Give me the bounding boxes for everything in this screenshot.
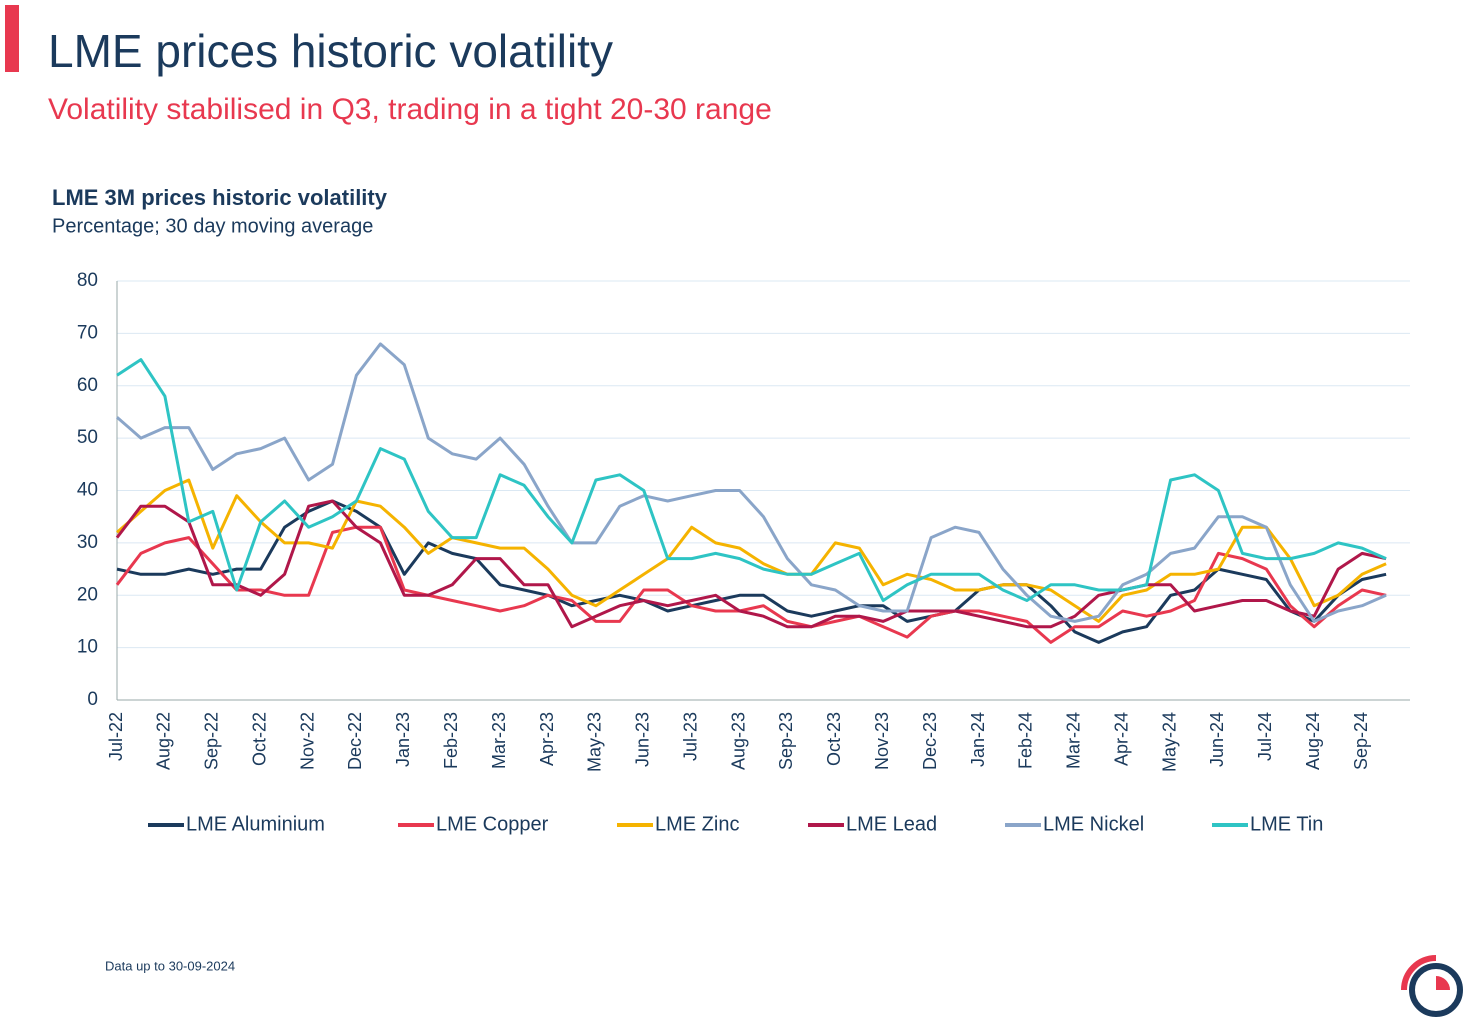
x-tick-label: May-24 [1159,712,1179,772]
series-line [115,499,1387,629]
y-tick-label: 30 [77,532,98,553]
y-tick-label: 0 [87,689,98,710]
series-line [116,342,1387,623]
x-tick-label: Apr-23 [537,712,557,766]
page-title: LME prices historic volatility [48,25,613,77]
y-tick-label: 60 [77,375,98,396]
y-tick-label: 70 [77,322,98,343]
x-tick-label: May-23 [585,712,605,772]
series-line [116,358,1387,602]
y-tick-label: 80 [77,270,98,291]
x-tick-label: Jun-23 [633,712,653,767]
x-tick-label: Jul-23 [680,712,700,761]
legend-label: LME Copper [436,813,549,835]
x-tick-label: Dec-22 [345,712,365,770]
x-tick-label: Jul-22 [106,712,126,761]
x-tick-label: Feb-24 [1016,712,1036,769]
x-tick-label: Sep-23 [776,712,796,770]
x-tick-label: Jan-23 [393,712,413,767]
x-tick-label: Mar-24 [1064,712,1084,769]
x-tick-label: Aug-24 [1303,712,1323,770]
logo [1401,955,1463,1017]
x-tick-label: Mar-23 [489,712,509,769]
x-tick-label: Aug-22 [154,712,174,770]
x-tick-label: Nov-23 [872,712,892,770]
x-tick-label: Nov-22 [297,712,317,770]
series-line [116,499,1387,644]
series-line [115,525,1387,644]
x-tick-label: Jan-24 [968,712,988,767]
chart-title: LME 3M prices historic volatility [52,185,388,210]
x-tick-label: Oct-22 [249,712,269,766]
x-tick-label: Jul-24 [1255,712,1275,761]
x-tick-label: Aug-23 [728,712,748,770]
x-tick-label: Apr-24 [1111,712,1131,766]
legend-label: LME Lead [846,813,937,835]
y-tick-label: 40 [77,480,98,501]
series-line [116,478,1387,623]
page-subtitle: Volatility stabilised in Q3, trading in … [48,93,772,126]
legend-label: LME Tin [1250,813,1323,835]
y-tick-label: 10 [77,637,98,658]
x-tick-label: Dec-23 [920,712,940,770]
x-tick-label: Feb-23 [441,712,461,769]
footnote: Data up to 30-09-2024 [105,958,235,973]
chart-subtitle: Percentage; 30 day moving average [52,215,373,237]
x-tick-label: Sep-24 [1351,712,1371,770]
y-tick-label: 20 [77,584,98,605]
y-tick-label: 50 [77,427,98,448]
x-tick-label: Oct-23 [824,712,844,766]
x-tick-label: Jun-24 [1207,712,1227,767]
accent-bar [5,5,19,72]
x-tick-label: Sep-22 [202,712,222,770]
legend-label: LME Zinc [655,813,739,835]
legend-label: LME Aluminium [186,813,325,835]
legend-label: LME Nickel [1043,813,1144,835]
